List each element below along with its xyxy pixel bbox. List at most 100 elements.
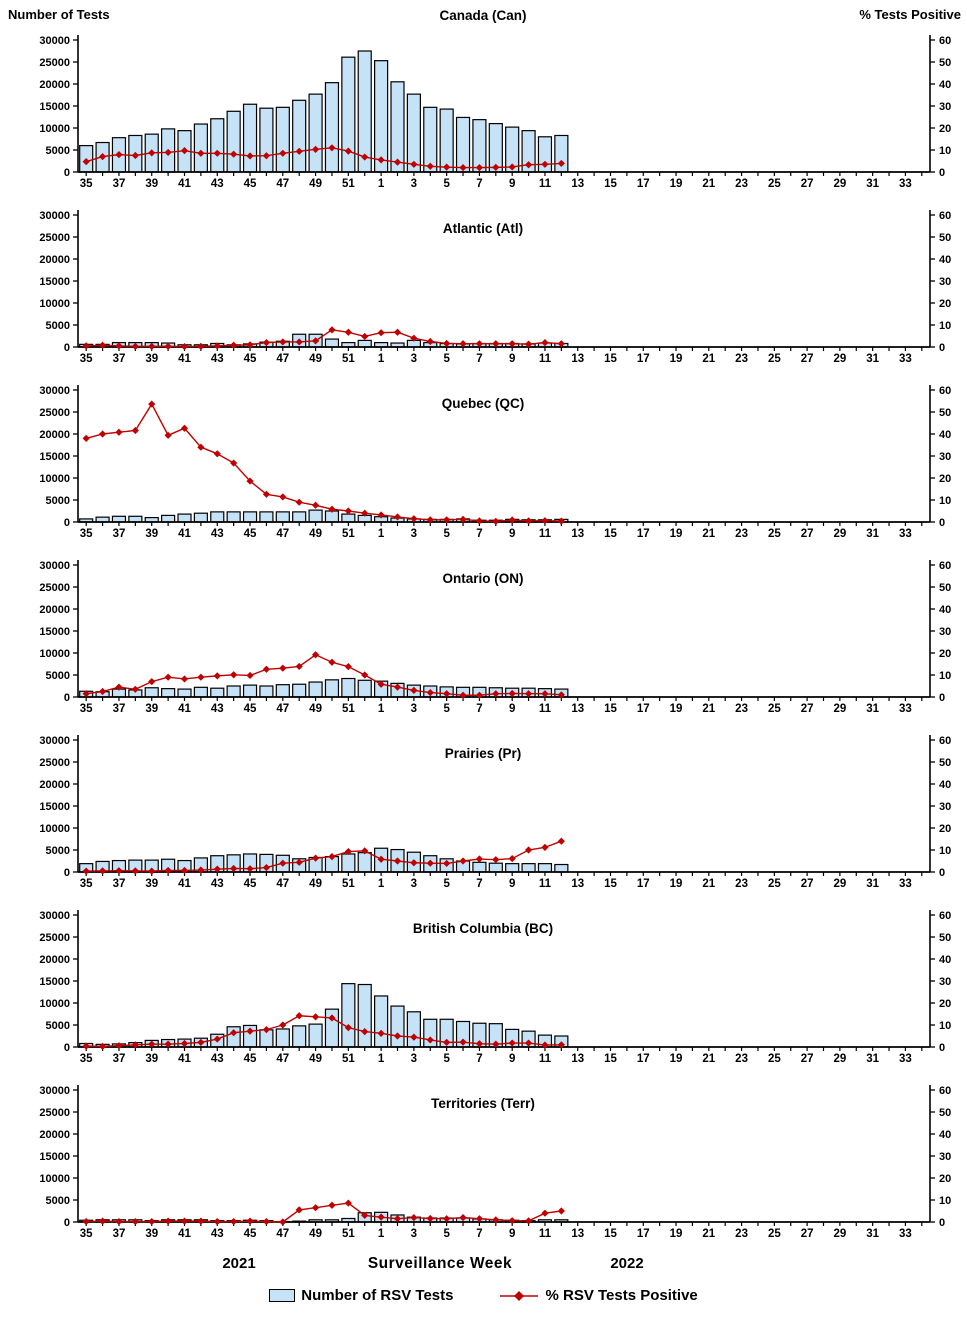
svg-text:23: 23 — [735, 878, 748, 890]
bar-week — [406, 93, 421, 173]
svg-text:30000: 30000 — [39, 1085, 70, 1097]
svg-text:10: 10 — [939, 845, 951, 857]
line-point — [410, 686, 418, 694]
svg-text:45: 45 — [244, 528, 257, 540]
line-point — [377, 156, 385, 164]
bar-week — [226, 110, 241, 173]
svg-text:35: 35 — [80, 353, 93, 365]
svg-text:21: 21 — [702, 1053, 715, 1065]
axes-group: 0 5000 10000 15000 20000 25000 30000 0 10 20 30 40 5… — [39, 1085, 951, 1240]
line-point — [82, 434, 90, 442]
bar-week — [472, 861, 487, 873]
line-point — [557, 691, 565, 699]
svg-text:19: 19 — [670, 353, 683, 365]
line-point — [541, 690, 549, 698]
svg-text:60: 60 — [939, 1085, 951, 1097]
bar-week — [193, 512, 208, 523]
svg-text:15000: 15000 — [39, 451, 70, 463]
legend: Number of RSV Tests % RSV Tests Positive — [0, 1287, 967, 1304]
svg-text:29: 29 — [833, 1053, 846, 1065]
svg-text:25: 25 — [768, 1228, 781, 1240]
bar-week — [259, 685, 274, 698]
svg-text:30: 30 — [939, 101, 951, 113]
line-point — [213, 450, 221, 458]
line-point — [361, 153, 369, 161]
svg-text:10: 10 — [939, 495, 951, 507]
bar-week — [455, 116, 471, 173]
svg-text:23: 23 — [735, 1053, 748, 1065]
bar-week — [242, 511, 258, 523]
line-point — [377, 1213, 385, 1221]
svg-text:37: 37 — [113, 878, 126, 890]
svg-text:29: 29 — [833, 528, 846, 540]
svg-text:11: 11 — [539, 878, 552, 890]
svg-text:50: 50 — [939, 757, 951, 769]
line-point — [115, 867, 123, 875]
bar-week — [275, 511, 290, 523]
line-point — [180, 424, 189, 432]
line-point — [541, 517, 549, 525]
svg-text:20000: 20000 — [39, 254, 70, 266]
line-point — [492, 1040, 500, 1048]
bar-week — [341, 983, 356, 1048]
line-point — [524, 161, 533, 169]
line-point — [393, 1215, 402, 1223]
svg-text:49: 49 — [309, 1228, 322, 1240]
svg-text:27: 27 — [801, 353, 814, 365]
line-point — [459, 1038, 467, 1046]
bar-week — [357, 852, 372, 873]
svg-text:50: 50 — [939, 57, 951, 69]
svg-text:10000: 10000 — [39, 823, 70, 835]
svg-text:20: 20 — [939, 298, 951, 310]
bar-week — [341, 56, 356, 173]
svg-text:5: 5 — [443, 1228, 450, 1240]
line-point — [311, 1204, 320, 1212]
svg-text:1: 1 — [378, 703, 385, 715]
line-point — [426, 337, 434, 346]
svg-text:1: 1 — [378, 1228, 385, 1240]
svg-text:15: 15 — [604, 1228, 617, 1240]
bar-week — [308, 509, 323, 523]
bar-week — [144, 687, 159, 698]
bar-week — [308, 93, 323, 173]
svg-text:0: 0 — [64, 342, 70, 354]
svg-text:13: 13 — [571, 528, 584, 540]
line-point — [377, 329, 385, 337]
svg-text:41: 41 — [178, 703, 191, 715]
svg-text:43: 43 — [211, 703, 224, 715]
svg-text:40: 40 — [939, 954, 951, 966]
line-point — [328, 144, 336, 152]
svg-text:9: 9 — [509, 1228, 515, 1240]
line-point — [230, 1029, 238, 1037]
line-point — [213, 149, 221, 157]
chart-title: Quebec (QC) — [442, 396, 525, 411]
svg-text:17: 17 — [637, 178, 650, 190]
line-point — [443, 1215, 451, 1223]
svg-text:9: 9 — [509, 528, 515, 540]
chart-title: Ontario (ON) — [443, 571, 524, 586]
svg-text:40: 40 — [939, 604, 951, 616]
bar-week — [324, 338, 340, 348]
svg-text:30: 30 — [939, 1151, 951, 1163]
svg-text:3: 3 — [411, 703, 417, 715]
bar-week — [423, 106, 438, 173]
line-point — [475, 164, 484, 172]
line-point — [328, 658, 336, 666]
year-label-2022: 2022 — [610, 1255, 644, 1272]
svg-text:29: 29 — [833, 1228, 846, 1240]
svg-text:20: 20 — [939, 648, 951, 660]
svg-text:7: 7 — [476, 1053, 482, 1065]
line-group — [82, 144, 565, 172]
svg-text:35: 35 — [80, 178, 93, 190]
line-point — [443, 1038, 451, 1046]
line-point — [148, 400, 156, 408]
svg-text:10: 10 — [939, 145, 951, 157]
svg-text:9: 9 — [509, 1053, 515, 1065]
line-point — [393, 158, 402, 166]
svg-text:35: 35 — [80, 878, 93, 890]
svg-text:51: 51 — [342, 528, 355, 540]
bar-week — [390, 1005, 405, 1048]
line-point — [492, 1216, 500, 1224]
line-point — [131, 1217, 139, 1226]
line-point — [213, 865, 221, 873]
